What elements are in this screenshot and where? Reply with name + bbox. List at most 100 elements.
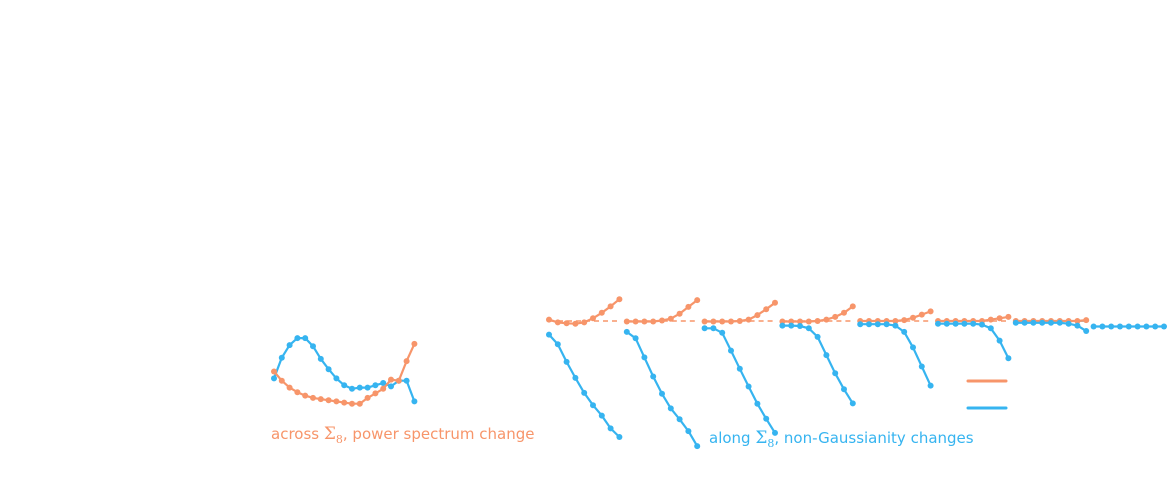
panel-2-orange-series-point-3 — [728, 318, 734, 325]
panel-0-blue-series-point-1 — [554, 341, 561, 348]
left-orange-series-point-12 — [364, 394, 371, 401]
panel-6-blue-series-point-7 — [1074, 322, 1081, 329]
left-blue-series-point-9 — [341, 382, 348, 389]
panel-1-orange-series-point-3 — [650, 318, 657, 325]
panel-0-blue-series-point-0 — [546, 331, 552, 338]
panel-6-blue-series-point-2 — [1030, 319, 1037, 326]
panel-3-blue-series-point-0 — [779, 322, 786, 329]
panel-6-blue-series-point-6 — [1065, 320, 1072, 327]
panel-3-orange-series-point-6 — [832, 313, 839, 320]
left-blue-series-point-12 — [364, 384, 371, 391]
panel-4-orange-series-point-6 — [910, 314, 916, 321]
panel-2-orange-series-point-2 — [719, 318, 726, 325]
panel-5-blue-series-point-4 — [970, 320, 977, 327]
panel-6-orange-series-point-8 — [1083, 317, 1090, 324]
panel-2-orange-series-point-5 — [745, 316, 752, 323]
panel-1-orange-series-point-1 — [632, 318, 639, 325]
panel-5-blue-series-point-6 — [987, 325, 994, 332]
panel-1-blue-series-point-5 — [667, 405, 674, 412]
panel-1-blue-series-point-6 — [676, 416, 683, 423]
sigma-subscript: 8 — [335, 433, 343, 446]
panel-2-blue-series-point-7 — [763, 415, 770, 422]
panel-7-blue-series-point-4 — [1125, 323, 1132, 330]
panel-4-blue-series-line — [860, 323, 932, 387]
panel-1-orange-series-point-4 — [659, 317, 665, 324]
panel-5-blue-series-point-5 — [979, 321, 985, 328]
panel-3-blue-series-point-5 — [823, 352, 830, 359]
panel-3-orange-series-point-5 — [823, 316, 830, 323]
panel-7-blue-series-point-7 — [1152, 323, 1159, 330]
panel-0-orange-series-point-6 — [598, 309, 605, 316]
left-blue-series-point-8 — [333, 375, 340, 382]
caption-along-suffix: , non-Gaussianity changes — [774, 429, 974, 447]
panel-6-orange-series-point-7 — [1074, 318, 1081, 324]
panel-2-blue-series-point-1 — [710, 325, 717, 332]
panel-1-orange-series-point-0 — [623, 318, 630, 325]
panel-3-blue-series-point-4 — [814, 333, 821, 340]
left-orange-series-point-14 — [380, 385, 387, 392]
panel-5-blue-series-point-7 — [996, 337, 1003, 344]
panel-6-blue-series-point-0 — [1012, 319, 1019, 326]
panel-5-orange-series-point-6 — [987, 316, 994, 323]
right-panel — [546, 296, 1167, 450]
panel-3-blue-series-point-3 — [805, 325, 812, 332]
left-blue-series-point-18 — [411, 398, 418, 405]
panel-5-orange-series-point-7 — [996, 315, 1003, 322]
panel-4-blue-series-point-7 — [918, 363, 925, 370]
left-orange-series-point-17 — [403, 358, 410, 365]
panel-1-orange-series-point-8 — [694, 297, 701, 304]
panel-3-orange-series-point-0 — [779, 318, 786, 325]
panel-0-blue-series-point-6 — [598, 412, 605, 419]
panel-3-orange-series-point-7 — [841, 309, 847, 316]
left-orange-series-point-0 — [271, 368, 277, 375]
left-orange-series-point-1 — [278, 377, 285, 384]
panel-2-orange-series-point-7 — [763, 306, 770, 313]
panel-2-blue-series-point-3 — [728, 347, 734, 354]
panel-0-orange-series-point-4 — [581, 319, 588, 326]
panel-2-blue-series-point-4 — [736, 365, 743, 372]
panel-4-blue-series-point-0 — [857, 321, 864, 328]
panel-6-blue-series-point-8 — [1083, 328, 1090, 334]
panel-0-orange-series-point-0 — [546, 316, 552, 323]
left-blue-series-point-6 — [317, 355, 324, 362]
panel-4-orange-series-point-5 — [901, 317, 908, 324]
left-orange-series-point-7 — [325, 397, 332, 404]
panel-3-blue-series-point-8 — [849, 400, 856, 407]
panel-2-blue-series-point-6 — [754, 400, 761, 407]
left-orange-series-point-18 — [411, 340, 418, 347]
panel-0-blue-series-line — [548, 333, 621, 438]
left-orange-series-point-9 — [341, 399, 348, 406]
left-blue-series-point-1 — [278, 354, 285, 361]
panel-1-blue-series-point-3 — [650, 373, 657, 380]
caption-along-sigma8: along Σ8, non-Gaussianity changes — [709, 428, 974, 450]
panel-0-orange-series-point-1 — [554, 319, 561, 326]
panel-3-orange-series-point-4 — [814, 318, 821, 324]
panel-4-blue-series-point-1 — [866, 321, 872, 328]
left-blue-series-point-11 — [356, 384, 363, 391]
left-orange-series-point-8 — [333, 398, 340, 405]
left-orange-series-point-5 — [310, 394, 316, 401]
panel-4-blue-series-point-4 — [892, 322, 899, 329]
caption-across-sigma8: across Σ8, power spectrum change — [271, 424, 535, 446]
panel-6-blue-series-point-5 — [1056, 319, 1063, 326]
panel-0-blue-series-point-8 — [616, 434, 623, 440]
panel-2-orange-series-point-0 — [701, 318, 708, 325]
caption-along-prefix: along — [709, 429, 756, 447]
panel-7-blue-series-point-2 — [1108, 323, 1115, 330]
panel-4-blue-series-point-5 — [901, 328, 908, 335]
panel-2-orange-series-point-6 — [754, 312, 761, 319]
panel-1-blue-series-point-1 — [632, 335, 639, 342]
caption-across-prefix: across — [271, 425, 324, 443]
panel-5-blue-series-point-8 — [1005, 355, 1012, 362]
panel-0-blue-series-point-7 — [607, 425, 614, 432]
panel-1-orange-series-point-7 — [685, 303, 692, 310]
panel-0-orange-series-point-2 — [563, 320, 570, 327]
panel-6-blue-series-point-3 — [1039, 319, 1046, 326]
panel-5-blue-series-point-1 — [943, 320, 950, 327]
panel-0-blue-series-point-2 — [563, 358, 570, 365]
panel-2-blue-series-point-0 — [701, 325, 708, 332]
panel-1-blue-series-point-4 — [659, 390, 665, 397]
panel-4-blue-series-point-8 — [927, 382, 934, 389]
panel-2-blue-series-point-8 — [772, 429, 778, 436]
left-orange-series-line — [273, 343, 416, 405]
